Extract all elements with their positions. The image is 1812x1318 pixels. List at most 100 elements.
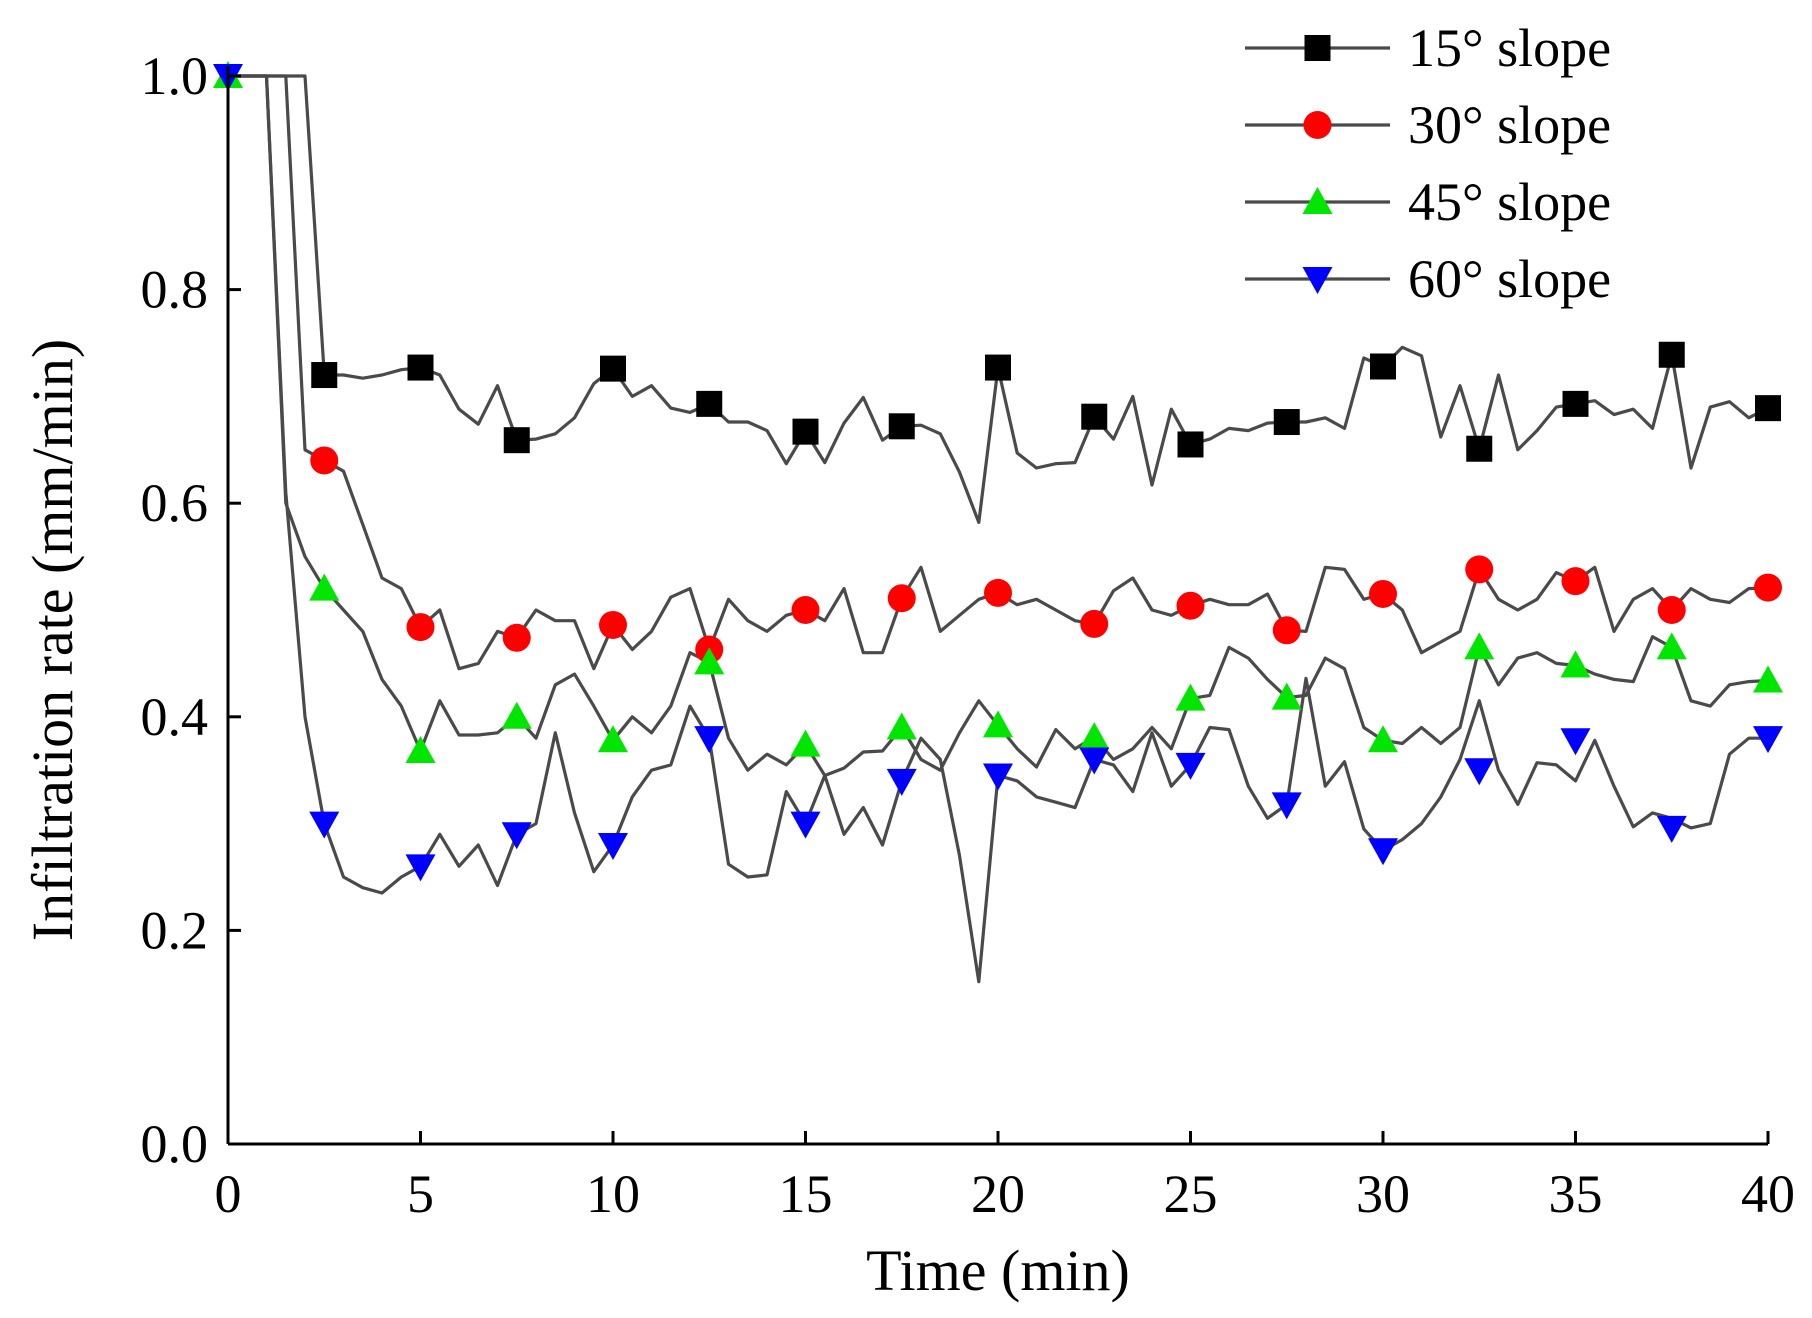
series-45-slope-marker <box>694 647 725 675</box>
series-45-slope-marker <box>790 729 821 757</box>
series-60-slope-marker <box>1656 815 1687 843</box>
series-30-slope-marker <box>1176 591 1205 620</box>
series-15-slope-marker <box>1177 431 1204 458</box>
x-axis-ticks: 0 5 10 15 20 25 30 35 40 <box>215 1131 1795 1224</box>
series-30-slope-marker <box>1369 579 1397 608</box>
series-30-slope-marker <box>1754 573 1782 602</box>
series-45-slope-marker <box>886 712 917 740</box>
series-15-slope-marker <box>985 354 1011 381</box>
series-60-slope-marker <box>790 811 821 839</box>
series-45-slope-marker <box>1271 682 1302 710</box>
y-axis-title: Infiltration rate (mm/min) <box>20 339 85 941</box>
series-60-slope-marker <box>1175 752 1206 780</box>
series-45-slope-marker <box>1753 665 1783 693</box>
x-tick-label: 30 <box>1356 1164 1410 1224</box>
series-30-slope-marker <box>310 446 339 475</box>
series-60-slope-line <box>228 74 1768 984</box>
x-tick-label: 20 <box>971 1164 1025 1224</box>
series-45-slope-marker <box>1175 683 1206 711</box>
series-45-slope-marker <box>983 710 1013 738</box>
series-60-slope-marker <box>598 832 628 860</box>
series-60-slope-markers <box>213 64 1783 882</box>
series-60-slope-marker <box>1560 728 1591 756</box>
series-30-slope-marker <box>1561 567 1590 596</box>
legend-marker <box>1302 187 1333 214</box>
series-15-slope-line <box>228 74 1769 525</box>
series-45-slope-marker <box>1560 650 1591 678</box>
series-15-slope-marker <box>1658 341 1685 368</box>
x-tick-label: 5 <box>407 1164 434 1224</box>
y-tick-label: 0.8 <box>141 260 209 320</box>
series-30-slope-marker <box>887 584 916 613</box>
series-30-slope-marker <box>791 596 820 624</box>
series-30-slope-marker <box>1465 555 1494 584</box>
series-15-slope-marker <box>1273 409 1300 436</box>
x-tick-label: 35 <box>1549 1164 1603 1224</box>
series-15-slope-marker <box>1466 435 1493 462</box>
series-45-slope-marker <box>1656 632 1687 660</box>
legend-item-15-slope: 15° slope <box>1245 18 1611 78</box>
series-60-slope-marker <box>694 726 725 754</box>
x-axis-title: Time (min) <box>866 1238 1130 1303</box>
series-60-slope-marker <box>1368 838 1398 866</box>
series-15-slope-marker <box>600 355 626 382</box>
series-15-slope-marker <box>888 413 915 440</box>
series-60-slope-marker <box>501 822 532 850</box>
series-15-slope-marker <box>503 427 530 454</box>
series-45-slope-marker <box>501 701 532 729</box>
y-tick-label: 1.0 <box>141 46 209 106</box>
series-45-slope-marker <box>309 573 340 601</box>
series-60-slope-marker <box>405 854 436 882</box>
series-15-slope-marker <box>1755 395 1781 422</box>
y-tick-label: 0.2 <box>141 900 209 960</box>
series-60-slope-marker <box>309 811 340 839</box>
series-45-slope-marker <box>1079 722 1110 750</box>
series-60-slope-marker <box>1271 792 1302 820</box>
y-tick-label: 0.4 <box>141 687 209 747</box>
legend-item-30-slope: 30° slope <box>1245 95 1611 155</box>
legend-marker <box>1304 35 1331 61</box>
series-60-slope-marker <box>1079 747 1110 775</box>
series-45-slope-markers <box>213 61 1783 763</box>
series-15-slope-markers <box>311 341 1781 462</box>
x-tick-label: 10 <box>586 1164 640 1224</box>
y-axis-ticks: 0.0 0.2 0.4 0.6 0.8 1.0 <box>141 46 241 1174</box>
x-tick-label: 15 <box>779 1164 833 1224</box>
x-tick-label: 0 <box>215 1164 242 1224</box>
series-60-slope-marker <box>1464 758 1495 786</box>
series-30-slope-marker <box>1657 596 1686 624</box>
series-45-slope-marker <box>598 725 628 753</box>
series-15-slope-marker <box>311 362 338 389</box>
series-30-slope-marker <box>599 610 627 639</box>
series-15-slope-marker <box>696 390 723 417</box>
legend-marker <box>1303 111 1332 139</box>
y-tick-label: 0.6 <box>141 473 209 533</box>
series-15-slope-marker <box>1562 390 1589 417</box>
series-markers <box>213 61 1783 882</box>
legend-item-45-slope: 45° slope <box>1245 172 1611 232</box>
series-45-slope-marker <box>405 735 436 763</box>
series-60-slope-marker <box>1753 726 1783 754</box>
x-tick-label: 40 <box>1741 1164 1795 1224</box>
legend-label: 30° slope <box>1408 95 1611 155</box>
legend: 15° slope 30° slope 45° slope 60° slope <box>1245 18 1611 309</box>
legend-label: 60° slope <box>1408 249 1611 309</box>
series-30-slope-marker <box>406 613 435 642</box>
y-tick-label: 0.0 <box>141 1114 209 1174</box>
legend-label: 15° slope <box>1408 18 1611 78</box>
series-30-slope-marker <box>502 623 531 652</box>
series-15-slope-marker <box>1370 353 1396 380</box>
series-60-slope-marker <box>983 763 1013 791</box>
legend-item-60-slope: 60° slope <box>1245 249 1611 309</box>
legend-label: 45° slope <box>1408 172 1611 232</box>
series-15-slope-marker <box>792 418 819 445</box>
series-45-slope-marker <box>1464 632 1495 660</box>
series-15-slope-marker <box>1081 403 1108 430</box>
series-30-slope-marker <box>984 578 1012 607</box>
x-tick-label: 25 <box>1164 1164 1218 1224</box>
series-30-slope-marker <box>1080 609 1109 638</box>
series-15-slope-marker <box>407 354 434 381</box>
series-45-slope-marker <box>1368 725 1398 753</box>
series-30-slope-markers <box>310 446 1782 664</box>
